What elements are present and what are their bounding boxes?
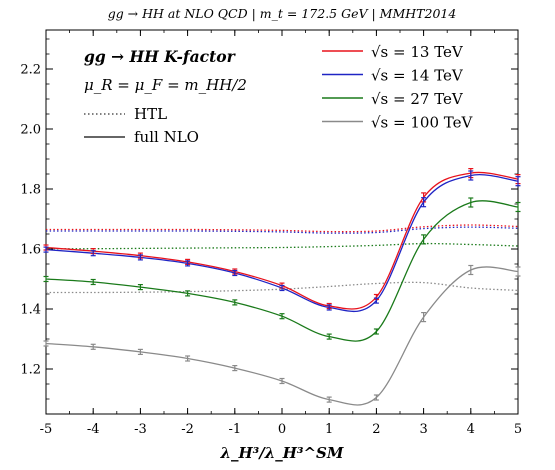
legend-heading: gg → HH K-factor — [84, 47, 237, 66]
legend-label-series-0: √s = 13 TeV — [371, 43, 464, 61]
htl-line-series-2 — [45, 242, 519, 250]
x-tick-label: -2 — [181, 422, 194, 437]
full-nlo-line-series-1 — [45, 174, 519, 313]
legend-scale-label: μ_R = μ_F = m_HH/2 — [84, 76, 247, 94]
x-tick-label: 2 — [372, 422, 380, 437]
full-nlo-curves — [45, 171, 519, 406]
legend-label-series-2: √s = 27 TeV — [371, 90, 464, 108]
x-tick-label: 3 — [419, 422, 427, 437]
legend-htl-label: HTL — [134, 105, 167, 123]
chart-title: gg → HH at NLO QCD | m_t = 172.5 GeV | M… — [108, 6, 457, 21]
legend-energy-entries: √s = 13 TeV √s = 14 TeV √s = 27 TeV √s = 10… — [322, 43, 473, 132]
legend-label-series-3: √s = 100 TeV — [371, 114, 473, 132]
y-tick-label: 2.2 — [20, 63, 41, 78]
y-tick-label: 1.4 — [20, 303, 41, 318]
legend-full-nlo-label: full NLO — [134, 128, 199, 146]
y-tick-label: 1.6 — [20, 243, 41, 258]
y-tick-label: 1.8 — [20, 183, 41, 198]
x-tick-label: -3 — [134, 422, 147, 437]
x-tick-label: 4 — [467, 422, 475, 437]
x-tick-label: 0 — [278, 422, 286, 437]
x-tick-label: -5 — [40, 422, 53, 437]
x-axis-label: λ_H³/λ_H³^SM — [219, 444, 343, 462]
full-nlo-line-series-3 — [45, 266, 519, 406]
x-tick-label: -4 — [87, 422, 100, 437]
full-nlo-line-series-0 — [45, 171, 519, 310]
x-tick-label: 1 — [325, 422, 333, 437]
error-bars — [43, 168, 521, 403]
x-tick-label: 5 — [514, 422, 522, 437]
x-tick-label: -1 — [228, 422, 241, 437]
y-tick-label: 1.2 — [20, 363, 41, 378]
full-nlo-line-series-2 — [45, 200, 519, 342]
axis-ticks: -5 -4 -3 -2 -1 0 1 2 3 4 5 1.2 1.4 1.6 1.8 2.0 2.2 — [20, 30, 522, 437]
legend-label-series-1: √s = 14 TeV — [371, 67, 464, 85]
y-tick-label: 2.0 — [20, 123, 41, 138]
htl-curves — [45, 224, 519, 294]
